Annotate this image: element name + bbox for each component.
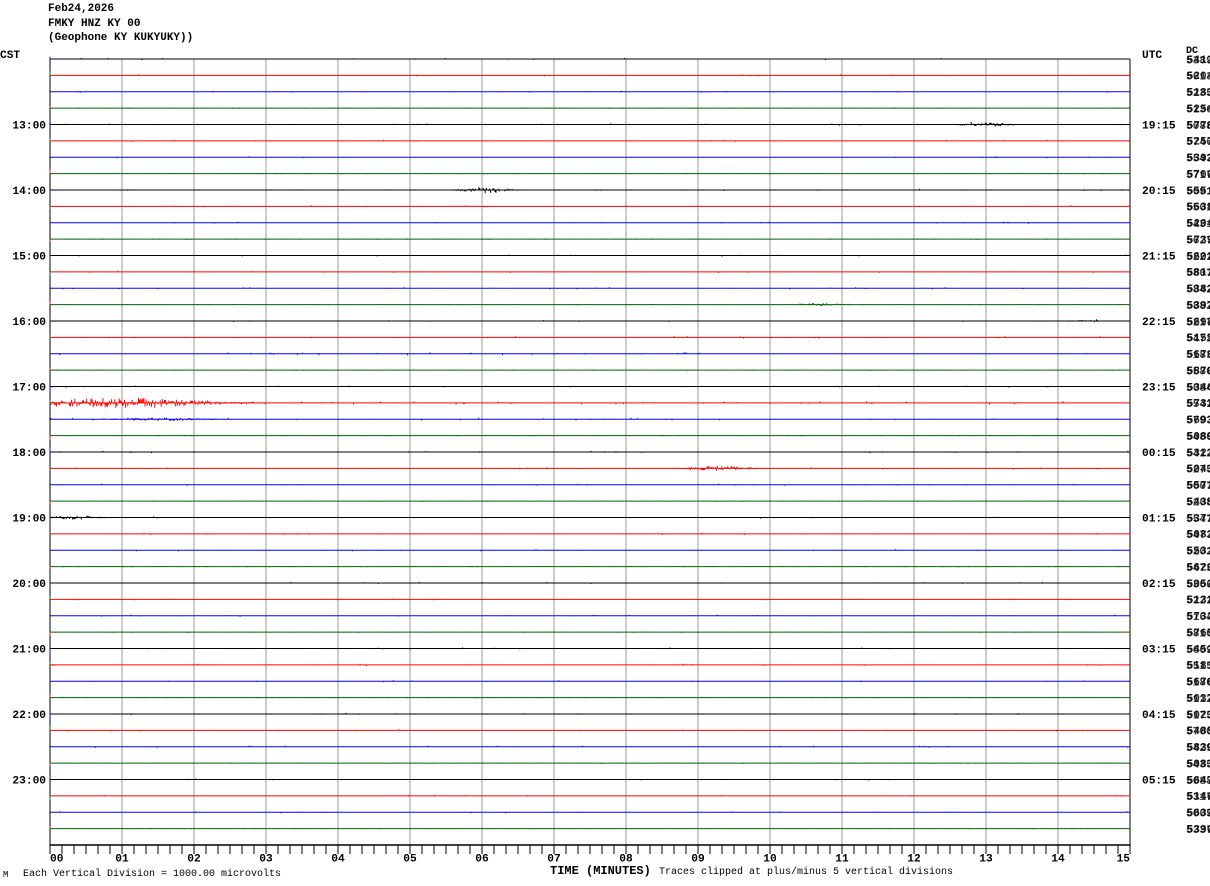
- svg-text:14: 14: [1051, 854, 1065, 866]
- svg-text:11: 11: [835, 854, 849, 866]
- svg-text:07: 07: [547, 854, 560, 866]
- svg-text:09: 09: [691, 854, 705, 866]
- svg-text:03: 03: [259, 854, 273, 866]
- svg-text:06: 06: [475, 854, 489, 866]
- svg-text:12: 12: [907, 854, 921, 866]
- svg-text:04: 04: [331, 854, 345, 866]
- svg-text:08: 08: [619, 854, 633, 866]
- svg-text:05: 05: [403, 854, 417, 866]
- svg-text:15: 15: [1117, 854, 1131, 866]
- svg-text:13: 13: [979, 854, 993, 866]
- svg-text:10: 10: [763, 854, 777, 866]
- svg-text:01: 01: [115, 854, 129, 866]
- svg-text:02: 02: [187, 854, 201, 866]
- svg-text:00: 00: [50, 854, 64, 866]
